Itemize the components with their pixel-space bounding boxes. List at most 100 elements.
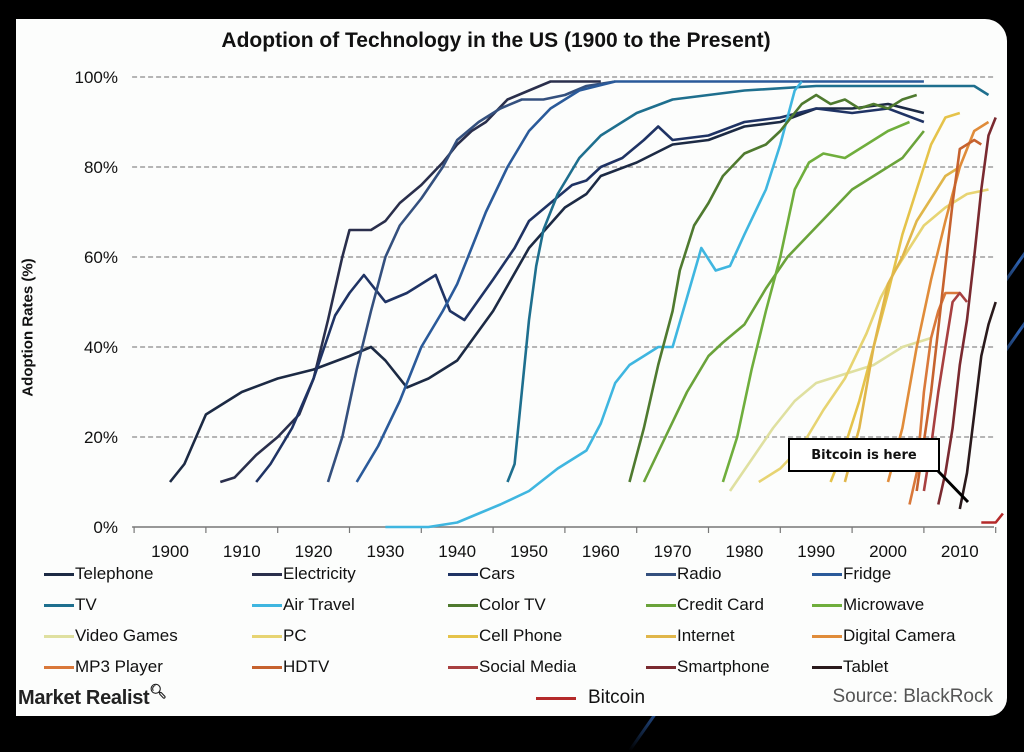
legend-label: Radio [677, 564, 722, 583]
series-line-digital-camera [886, 120, 990, 483]
legend-label: Smartphone [677, 657, 770, 676]
legend-item: Fridge [812, 564, 891, 584]
legend-swatch [646, 603, 676, 607]
series-line-hdtv [915, 138, 982, 492]
legend-label: Internet [677, 626, 735, 645]
series-line-electricity [219, 80, 601, 484]
legend-swatch [44, 665, 74, 669]
legend-swatch [448, 634, 478, 638]
x-tick-label: 1950 [510, 542, 548, 561]
y-tick-label: 20% [84, 428, 118, 447]
legend-item: Electricity [252, 564, 356, 584]
legend-item: Tablet [812, 657, 888, 677]
legend-swatch [536, 696, 576, 700]
series-line-cell-phone [829, 111, 961, 483]
legend-item: Color TV [448, 595, 546, 615]
legend-item: Credit Card [646, 595, 764, 615]
logo-text: Market Realist [18, 687, 150, 709]
legend-swatch [448, 665, 478, 669]
legend-item: Telephone [44, 564, 153, 584]
x-tick-label: 1920 [295, 542, 333, 561]
legend-swatch [646, 634, 676, 638]
x-tick-label: 1900 [151, 542, 189, 561]
legend-label: PC [283, 626, 307, 645]
legend-swatch [44, 603, 74, 607]
legend-item: Cars [448, 564, 515, 584]
series-line-fridge [355, 80, 924, 483]
legend-item: Cell Phone [448, 626, 562, 646]
x-tick-label: 1980 [725, 542, 763, 561]
legend-label: Cars [479, 564, 515, 583]
series-line-bitcoin [981, 512, 1004, 524]
y-tick-label: 100% [75, 68, 118, 87]
legend-item: TV [44, 595, 97, 615]
legend-swatch [812, 665, 842, 669]
legend-label: Electricity [283, 564, 356, 583]
legend-swatch [252, 665, 282, 669]
legend-swatch [44, 572, 74, 576]
legend-label: Fridge [843, 564, 892, 583]
y-tick-label: 80% [84, 158, 118, 177]
x-tick-label: 1970 [654, 542, 692, 561]
legend-item: Radio [646, 564, 721, 584]
plot-area: 0% 20% 40% 60% 80% 100% 1900 1910 1920 1930 1940 19… [75, 68, 1004, 561]
legend-item: Social Media [448, 657, 576, 677]
series-line-microwave [721, 120, 911, 483]
magnifier-icon: 🔍︎ [149, 683, 167, 699]
legend-item: Bitcoin [536, 687, 645, 709]
legend-label: Tablet [843, 657, 889, 676]
y-tick-label: 0% [93, 518, 118, 537]
legend-swatch [812, 603, 842, 607]
legend-swatch [448, 572, 478, 576]
legend-label: Social Media [479, 657, 577, 676]
market-realist-logo: Market Realist🔍︎ [18, 683, 167, 710]
legend-item: MP3 Player [44, 657, 163, 677]
legend-label: Air Travel [283, 595, 355, 614]
legend-label: MP3 Player [75, 657, 163, 676]
y-tick-label: 40% [84, 338, 118, 357]
legend-item: Video Games [44, 626, 178, 646]
series-line-cars [255, 107, 925, 483]
series-line-telephone [168, 102, 925, 483]
x-tick-label: 1960 [582, 542, 620, 561]
series-line-smartphone [937, 117, 997, 505]
legend-item: HDTV [252, 657, 329, 677]
legend-label: Microwave [843, 595, 925, 614]
legend-label: Digital Camera [843, 626, 956, 645]
legend-item: Microwave [812, 595, 924, 615]
legend-label: Video Games [75, 626, 178, 645]
legend-swatch [252, 634, 282, 638]
legend-label: Bitcoin [588, 687, 646, 708]
legend-swatch [448, 603, 478, 607]
series-line-mp3-player [908, 291, 960, 505]
series-line-air-travel [385, 80, 803, 529]
legend-label: Credit Card [677, 595, 764, 614]
annotation-callout: Bitcoin is here [788, 438, 940, 472]
y-tick-label: 60% [84, 248, 118, 267]
legend-swatch [252, 572, 282, 576]
legend-swatch [646, 572, 676, 576]
legend-swatch [812, 634, 842, 638]
legend-swatch [812, 572, 842, 576]
chart-panel: Adoption of Technology in the US (1900 t… [16, 19, 1007, 716]
series-line-color-tv [628, 93, 918, 483]
x-tick-label: 1930 [366, 542, 404, 561]
series-line-video-games [728, 336, 932, 492]
x-tick-label: 1910 [223, 542, 261, 561]
legend-item: PC [252, 626, 307, 646]
legend-item: Digital Camera [812, 626, 955, 646]
x-tick-label: 2010 [941, 542, 979, 561]
legend-label: HDTV [283, 657, 330, 676]
x-tick-label: 1990 [797, 542, 835, 561]
x-tick-label: 1940 [438, 542, 476, 561]
legend-label: Telephone [75, 564, 154, 583]
series-line-tv [506, 84, 990, 483]
legend-item: Air Travel [252, 595, 355, 615]
chart-title: Adoption of Technology in the US (1900 t… [221, 29, 771, 52]
legend-label: TV [75, 595, 97, 614]
legend-label: Color TV [479, 595, 546, 614]
legend-swatch [44, 634, 74, 638]
legend-label: Cell Phone [479, 626, 563, 645]
series-line-tablet [958, 301, 997, 510]
legend-item: Smartphone [646, 657, 770, 677]
